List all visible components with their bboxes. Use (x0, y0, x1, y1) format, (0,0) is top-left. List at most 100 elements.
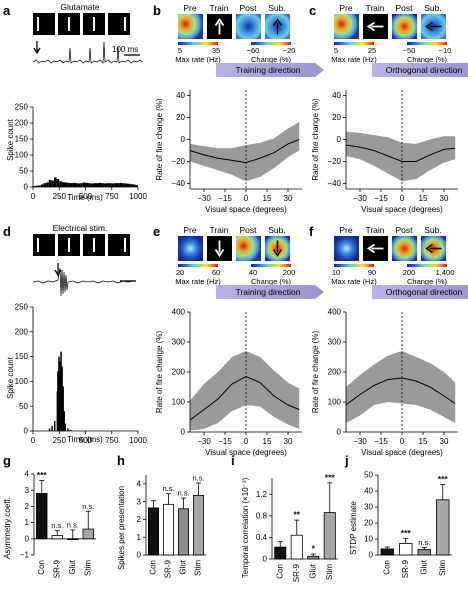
histogram-bar (46, 182, 49, 187)
category-label: SR-9 (292, 563, 301, 582)
histogram-bar (63, 411, 65, 431)
histogram-bar (33, 186, 36, 187)
thumb-label: Pre (339, 3, 353, 13)
bar (380, 548, 394, 556)
colorbar-min-label: 5 (178, 46, 182, 55)
y-tick-label: 20 (364, 519, 373, 528)
histogram-bar (51, 426, 53, 431)
y-tick-label: 200 (15, 119, 29, 128)
y-tick-label: −20 (171, 157, 185, 166)
y-tick-label: 250 (15, 303, 29, 312)
post-rf-map (236, 14, 261, 39)
y-tick-label: 2 (25, 502, 30, 511)
train-direction-arrow-icon (214, 240, 225, 258)
colorbar-max-label: −20 (283, 46, 296, 55)
direction-banner-label: Orthogonal direction (386, 65, 463, 75)
sem-band (190, 351, 300, 431)
thumb-label: Train (209, 225, 228, 235)
significance-label: n.s. (67, 520, 79, 529)
x-tick-label: −15 (374, 194, 388, 203)
colorbar-min-label: 5 (334, 46, 338, 55)
thumb-label: Post (395, 225, 413, 235)
histogram-bar (59, 361, 61, 431)
colorbar-change (251, 42, 291, 45)
bar (274, 546, 287, 560)
significance-label: *** (325, 472, 336, 482)
x-tick-label: 0 (244, 437, 249, 446)
y-tick-label: 250 (15, 103, 29, 112)
x-tick-label: 250 (53, 436, 67, 445)
colorbar-min-label: 20 (176, 268, 184, 277)
histogram-bar (64, 423, 66, 431)
x-tick-label: 0 (400, 437, 405, 446)
y-tick-label: 100 (172, 398, 186, 407)
histogram-bar (85, 182, 89, 187)
y-tick-label: 20 (176, 113, 185, 122)
y-axis-label: Spike count (6, 356, 15, 399)
panel-a-title: Glutamate (60, 2, 99, 12)
x-tick-label: 15 (419, 437, 428, 446)
histogram-bar (103, 183, 107, 187)
y-tick-label: 2 (137, 515, 142, 524)
significance-label: ** (293, 510, 300, 520)
x-axis-label: Visual space (degrees) (361, 205, 443, 214)
y-tick-label: 40 (364, 487, 373, 496)
y-tick-label: 0 (25, 534, 30, 543)
histogram-bar (119, 182, 123, 187)
colorbar-min-label: 200 (403, 268, 416, 277)
y-tick-label: 50 (19, 402, 28, 411)
x-tick-label: 30 (284, 194, 293, 203)
x-tick-label: −30 (353, 194, 367, 203)
histogram-bar (135, 185, 138, 187)
direction-banner-arrow (372, 285, 468, 299)
x-axis-label: Time (ms) (67, 435, 103, 444)
direction-banner-arrow (372, 63, 468, 77)
y-tick-label: 50 (19, 167, 28, 176)
histogram-bar (48, 428, 51, 431)
histogram-bar (62, 386, 64, 431)
subtraction-arrow-icon (425, 21, 442, 32)
bar (399, 543, 413, 556)
colorbar-max-label: −10 (439, 46, 452, 55)
panel-g: g Asymmetry coeff. −1 0 1 2 3 4 *** Con n.s. SR-9… (3, 453, 96, 578)
thumb-label: Sub. (268, 3, 286, 13)
panel-a: a Glutamate 100 ms Spike count Time (ms)… (3, 2, 147, 202)
y-tick-label: 1 (25, 518, 30, 527)
panel-j: j STDP estimate 0 10 20 30 40 50 Con *** SR-9 n.s… (344, 453, 452, 578)
bar (36, 493, 48, 540)
x-tick-label: −30 (197, 437, 211, 446)
significance-label: n.s. (51, 521, 63, 530)
x-tick-label: 30 (440, 437, 449, 446)
y-axis-label: Rate of fire change (%) (311, 98, 320, 181)
histogram-bar (51, 180, 54, 187)
colorbar-title: Max rate (Hz) (331, 55, 377, 64)
category-label: Con (275, 564, 284, 579)
colorbar-max-rate (334, 42, 374, 45)
bar (323, 512, 336, 560)
direction-banner-label: Training direction (236, 287, 301, 297)
thumb-label: Pre (339, 225, 353, 235)
y-tick-label: 4 (137, 479, 142, 488)
y-tick-label: 0.4 (256, 533, 268, 542)
x-tick-label: 0 (400, 194, 405, 203)
colorbar-title: Change (%) (407, 55, 448, 64)
thumb-label: Train (365, 225, 384, 235)
pre-rf-map (178, 14, 203, 39)
stimulus-frames (33, 13, 130, 35)
significance-label: n.s. (192, 474, 204, 483)
x-tick-label: 30 (284, 437, 293, 446)
histogram-bar (67, 428, 69, 431)
y-tick-label: −20 (327, 157, 341, 166)
x-tick-label: −15 (218, 194, 232, 203)
x-tick-label: 500 (79, 192, 93, 201)
category-label: Stim (438, 560, 447, 576)
x-tick-label: −15 (374, 437, 388, 446)
x-axis-label: Visual space (degrees) (205, 205, 287, 214)
y-tick-label: −1 (20, 551, 30, 560)
y-axis-label: Rate of fire change (%) (155, 98, 164, 181)
y-axis-label: Asymmetry coeff. (3, 497, 12, 559)
colorbar-max-label: 35 (212, 46, 220, 55)
category-label: Stim (194, 560, 203, 576)
panel-h: h Spikes per presentation 0 1 2 3 4 Con n.s. SR… (117, 453, 206, 578)
colorbar-title: Max rate (Hz) (175, 277, 221, 286)
